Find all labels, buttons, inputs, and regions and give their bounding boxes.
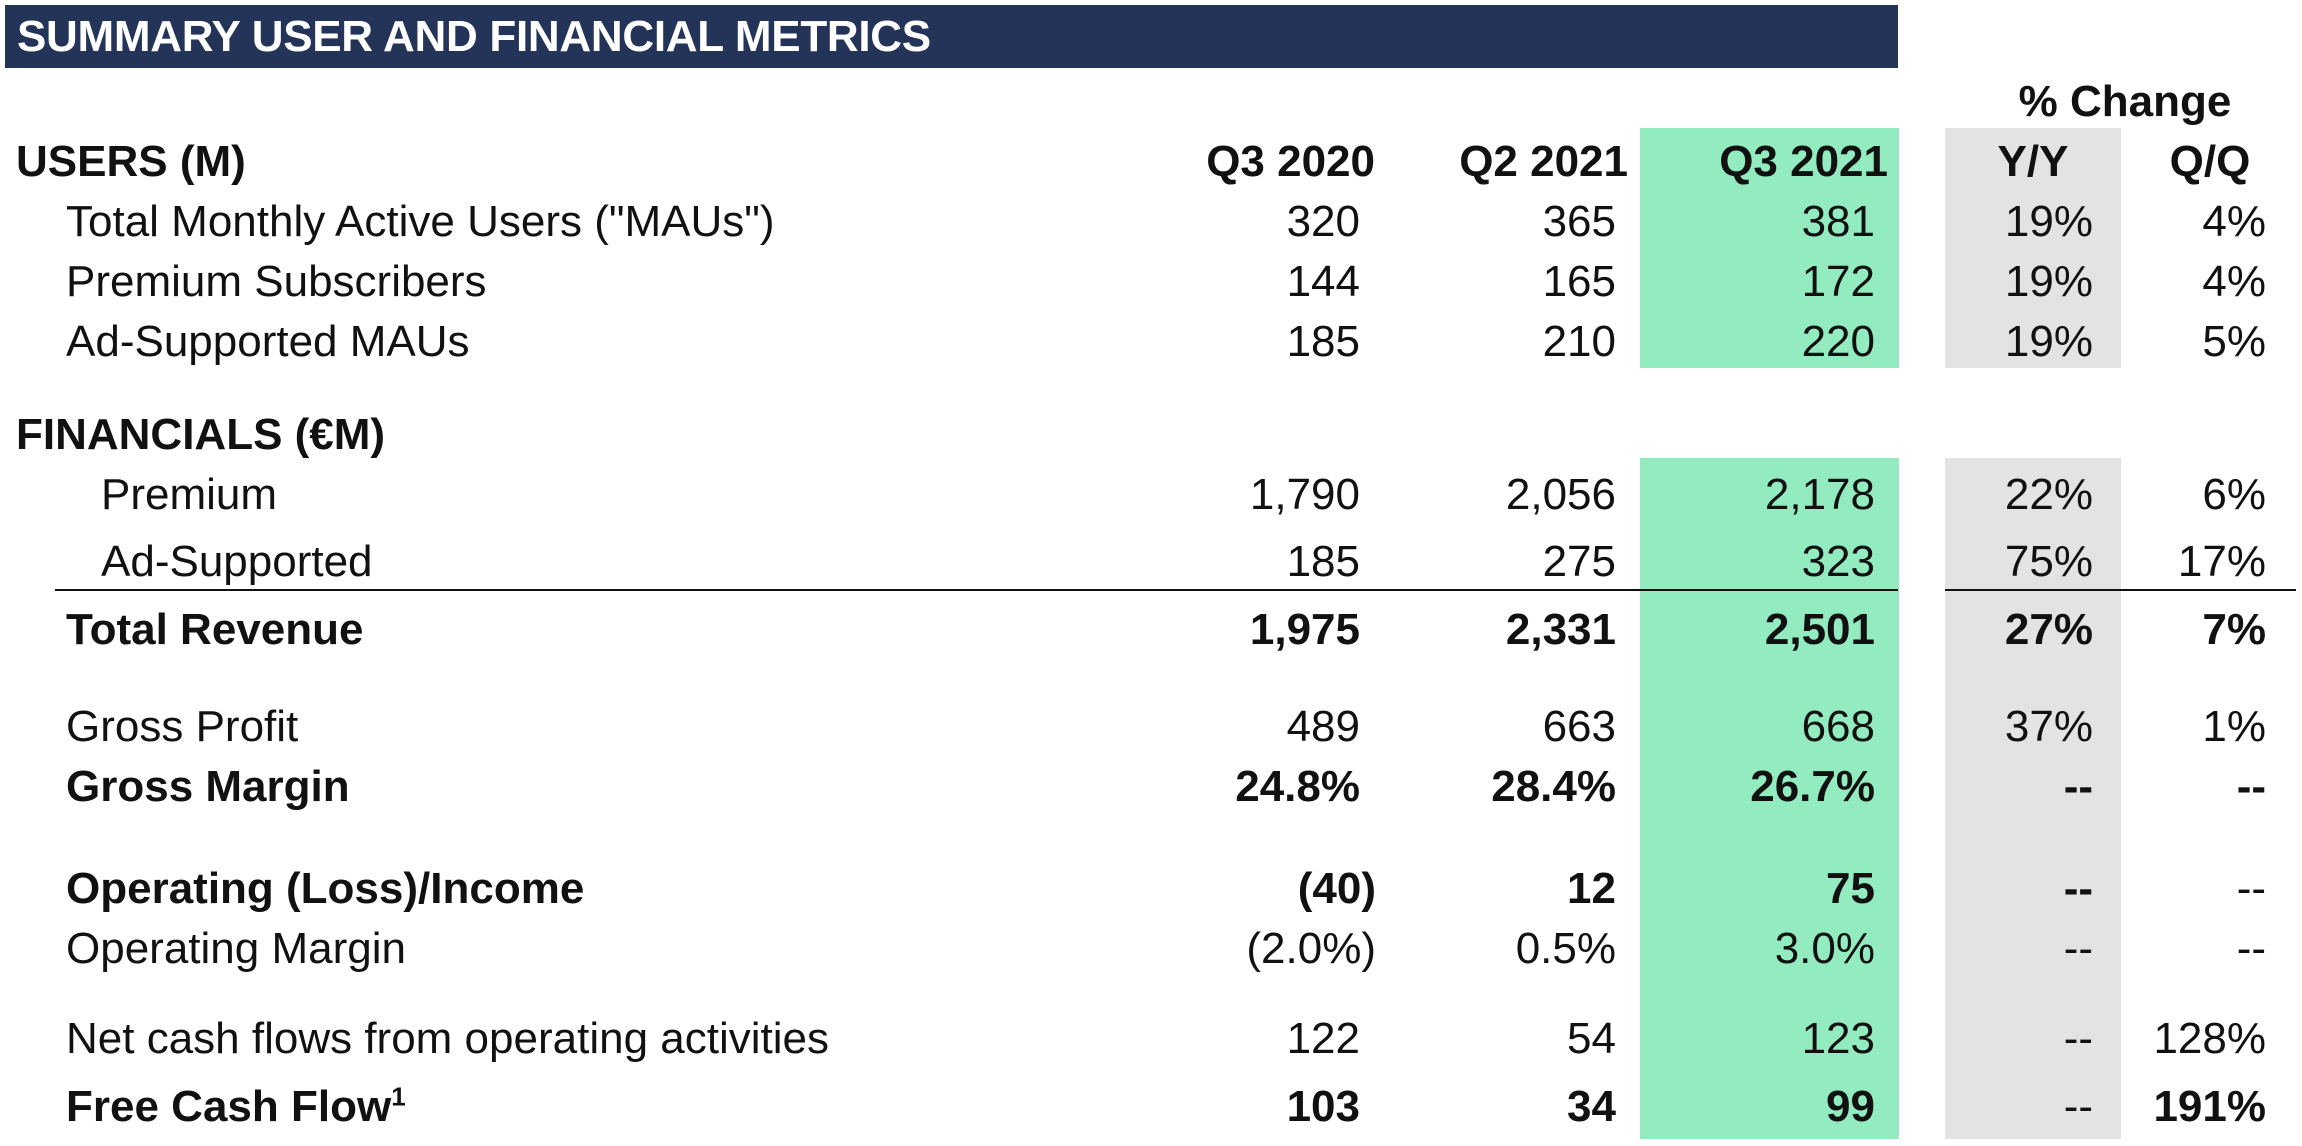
total-revenue-yy: 27% <box>2004 605 2093 654</box>
operating-income-q3-2020: (40) <box>1297 864 1376 913</box>
premium-subscribers-q3-2020: 144 <box>1286 257 1360 306</box>
premium-subscribers-q3-2021: 172 <box>1801 257 1875 306</box>
row-label-ad-supported: Ad-Supported <box>101 537 373 586</box>
total-maus-q3-2021: 381 <box>1801 197 1875 246</box>
row-label-total-maus: Total Monthly Active Users ("MAUs") <box>66 197 775 246</box>
net-cash-flows-q3-2021: 123 <box>1801 1014 1875 1063</box>
operating-margin-q3-2020: (2.0%) <box>1246 924 1376 973</box>
gross-margin-q2-2021: 28.4% <box>1491 762 1616 811</box>
gross-margin-qq: -- <box>2236 762 2266 811</box>
ad-supported-maus-yy: 19% <box>2004 317 2093 366</box>
row-label-gross-margin: Gross Margin <box>66 762 350 811</box>
free-cash-flow-footnote-marker: 1 <box>391 1081 406 1112</box>
column-header-q3-2020: Q3 2020 <box>1206 137 1375 186</box>
premium-subscribers-q2-2021: 165 <box>1542 257 1616 306</box>
total-revenue-q3-2020: 1,975 <box>1249 605 1360 654</box>
net-cash-flows-yy: -- <box>2063 1014 2093 1063</box>
premium-subscribers-qq: 4% <box>2202 257 2266 306</box>
total-maus-yy: 19% <box>2004 197 2093 246</box>
free-cash-flow-q2-2021: 34 <box>1567 1082 1616 1131</box>
operating-income-q2-2021: 12 <box>1567 864 1616 913</box>
gross-profit-q3-2020: 489 <box>1286 702 1360 751</box>
row-label-premium-subscribers: Premium Subscribers <box>66 257 487 306</box>
total-revenue-rule <box>55 589 1898 591</box>
premium-qq: 6% <box>2202 470 2266 519</box>
operating-margin-q3-2021: 3.0% <box>1774 924 1875 973</box>
ad-supported-maus-qq: 5% <box>2202 317 2266 366</box>
total-revenue-q2-2021: 2,331 <box>1505 605 1616 654</box>
ad-supported-q2-2021: 275 <box>1542 537 1616 586</box>
operating-margin-yy: -- <box>2063 924 2093 973</box>
row-label-free-cash-flow: Free Cash Flow1 <box>66 1082 406 1131</box>
premium-q2-2021: 2,056 <box>1505 470 1616 519</box>
yy-highlight-financials <box>1945 458 2121 1139</box>
free-cash-flow-yy: -- <box>2063 1082 2093 1131</box>
column-header-yy: Y/Y <box>1997 137 2069 186</box>
row-label-gross-profit: Gross Profit <box>66 702 299 751</box>
operating-margin-q2-2021: 0.5% <box>1515 924 1616 973</box>
premium-yy: 22% <box>2004 470 2093 519</box>
premium-subscribers-yy: 19% <box>2004 257 2093 306</box>
row-label-total-revenue: Total Revenue <box>66 605 364 654</box>
gross-profit-q3-2021: 668 <box>1801 702 1875 751</box>
column-header-q3-2021: Q3 2021 <box>1719 137 1888 186</box>
operating-income-q3-2021: 75 <box>1826 864 1875 913</box>
total-revenue-qq: 7% <box>2202 605 2266 654</box>
yy-highlight-users <box>1945 128 2121 368</box>
free-cash-flow-label-text: Free Cash Flow <box>66 1082 392 1131</box>
total-revenue-q3-2021: 2,501 <box>1764 605 1875 654</box>
ad-supported-q3-2021: 323 <box>1801 537 1875 586</box>
ad-supported-maus-q3-2020: 185 <box>1286 317 1360 366</box>
ad-supported-maus-q2-2021: 210 <box>1542 317 1616 366</box>
ad-supported-yy: 75% <box>2004 537 2093 586</box>
premium-q3-2020: 1,790 <box>1249 470 1360 519</box>
operating-income-yy: -- <box>2063 864 2093 913</box>
gross-profit-yy: 37% <box>2004 702 2093 751</box>
net-cash-flows-q3-2020: 122 <box>1286 1014 1360 1063</box>
users-section-header: USERS (M) <box>16 137 246 186</box>
row-label-premium: Premium <box>101 470 278 519</box>
total-revenue-rule-change <box>1945 589 2296 591</box>
current-quarter-highlight-users <box>1640 128 1899 368</box>
ad-supported-q3-2020: 185 <box>1286 537 1360 586</box>
title-bar: SUMMARY USER AND FINANCIAL METRICS <box>5 5 1898 68</box>
column-header-qq: Q/Q <box>2169 137 2251 186</box>
page-title: SUMMARY USER AND FINANCIAL METRICS <box>17 12 931 61</box>
gross-margin-q3-2021: 26.7% <box>1750 762 1875 811</box>
row-label-operating-margin: Operating Margin <box>66 924 406 973</box>
gross-profit-qq: 1% <box>2202 702 2266 751</box>
free-cash-flow-q3-2021: 99 <box>1826 1082 1875 1131</box>
pct-change-header: % Change <box>2018 77 2232 126</box>
financials-section-header: FINANCIALS (€M) <box>16 410 386 459</box>
column-header-q2-2021: Q2 2021 <box>1459 137 1628 186</box>
gross-margin-yy: -- <box>2063 762 2093 811</box>
free-cash-flow-qq: 191% <box>2153 1082 2266 1131</box>
premium-q3-2021: 2,178 <box>1764 470 1875 519</box>
ad-supported-qq: 17% <box>2177 537 2266 586</box>
row-label-operating-income: Operating (Loss)/Income <box>66 864 585 913</box>
total-maus-qq: 4% <box>2202 197 2266 246</box>
net-cash-flows-q2-2021: 54 <box>1567 1014 1616 1063</box>
current-quarter-highlight-financials <box>1640 458 1899 1139</box>
ad-supported-maus-q3-2021: 220 <box>1801 317 1875 366</box>
gross-profit-q2-2021: 663 <box>1542 702 1616 751</box>
gross-margin-q3-2020: 24.8% <box>1235 762 1360 811</box>
row-label-ad-supported-maus: Ad-Supported MAUs <box>66 317 470 366</box>
free-cash-flow-q3-2020: 103 <box>1286 1082 1360 1131</box>
net-cash-flows-qq: 128% <box>2153 1014 2266 1063</box>
operating-income-qq: -- <box>2236 864 2266 913</box>
operating-margin-qq: -- <box>2236 924 2266 973</box>
total-maus-q2-2021: 365 <box>1542 197 1616 246</box>
total-maus-q3-2020: 320 <box>1286 197 1360 246</box>
row-label-net-cash-flows: Net cash flows from operating activities <box>66 1014 829 1063</box>
